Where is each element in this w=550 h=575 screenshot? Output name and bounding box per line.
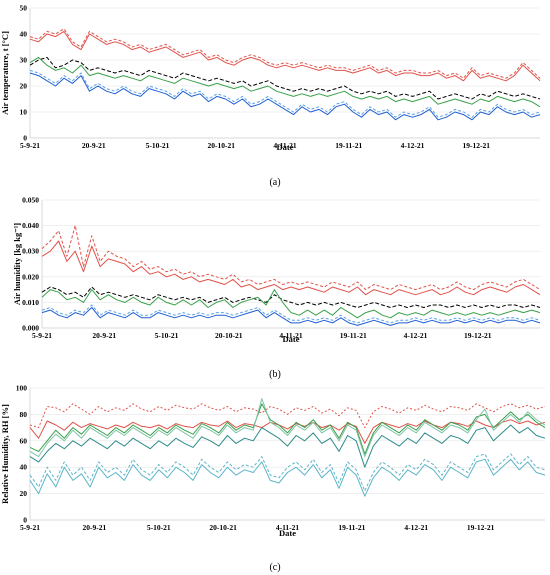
x-tick-label: 19-11-21 [335,141,362,150]
y-tick-label: 100 [16,384,28,393]
x-tick-label: 20-9-21 [92,331,116,340]
y-tick-label: 20 [20,82,28,91]
y-tick-label: 80 [20,410,28,419]
chart-panel-b: 0.000 0.010 0.020 0.030 0.040 0.050 5-9-21 20-9… [12,196,541,344]
x-tick-label: 4-11-21 [273,141,297,150]
x-tick-label: 19-11-21 [338,523,365,532]
panel-label-c: (c) [269,562,280,573]
series-line-1 [29,419,546,444]
y-tick-label: 0 [23,134,27,143]
x-tick-label: 5-9-21 [20,141,40,150]
x-tick-label: 20-10-21 [208,141,236,150]
x-tick-label: 5-10-21 [147,523,171,532]
y-tick-label: 20 [20,489,28,498]
y-tick-label: 10 [20,108,28,117]
panel-label-a: (a) [269,177,280,188]
chart-panel-a: 0 10 20 30 40 50 5-9-21 20-9-21 5-10-21 20-10-21 4… [0,4,541,152]
x-tick-label: 4-11-21 [279,331,303,340]
series-line-7 [29,453,546,492]
x-tick-label: 20-10-21 [209,523,237,532]
series-line-3 [41,286,541,308]
series-line-2 [29,403,546,429]
series-line-6 [41,304,541,324]
x-tick-label: 19-11-21 [340,331,367,340]
y-tick-label: 50 [20,4,28,13]
y-axis-label: Air temperature, t [°C] [0,31,10,115]
x-tick-label: 5-10-21 [155,331,179,340]
x-tick-label: 19-12-21 [464,331,492,340]
x-tick-label: 5-9-21 [20,523,40,532]
y-tick-label: 0.040 [22,221,39,230]
series-line-4 [29,56,541,108]
x-tick-label: 4-12-21 [404,523,428,532]
x-tick-label: 5-10-21 [146,141,170,150]
series-line-1 [29,30,541,82]
series-line-6 [29,69,541,118]
y-tick-label: 30 [20,56,28,65]
series-line-5 [29,424,546,468]
chart-panel-c: 0 20 40 60 80 100 5-9-21 20-9-21 5-10-21 20-10-21… [0,384,546,538]
y-tick-label: 0.020 [22,272,39,281]
series-line-5 [41,307,541,326]
x-tick-label: 4-12-21 [404,331,428,340]
y-tick-label: 0.000 [22,324,39,333]
y-tick-label: 0.010 [22,298,39,307]
series-line-1 [41,240,541,296]
y-tick-label: 0.030 [22,247,39,256]
x-axis-label: Date [277,142,294,152]
x-tick-label: 19-12-21 [467,523,495,532]
series-line-3 [29,56,541,100]
series-line-5 [29,72,541,121]
x-tick-label: 20-10-21 [215,331,243,340]
series-line-4 [41,289,541,319]
x-axis-label: Date [279,528,296,538]
series-line-4 [29,398,546,458]
y-tick-label: 40 [20,30,28,39]
x-tick-label: 20-9-21 [82,141,106,150]
panel-label-b: (b) [269,369,281,380]
y-tick-label: 40 [20,463,28,472]
y-axis-label: Relative Humidity, RH [%] [0,404,10,504]
y-tick-label: 0 [23,516,27,525]
x-axis-label: Date [283,334,300,344]
x-tick-label: 4-11-21 [276,523,300,532]
series-line-3 [29,403,546,455]
x-tick-label: 19-12-21 [463,141,491,150]
x-tick-label: 4-12-21 [401,141,425,150]
y-tick-label: 0.050 [22,196,39,205]
series-line-6 [29,458,546,497]
series-line-2 [29,28,541,79]
y-tick-label: 60 [20,436,28,445]
x-tick-label: 5-9-21 [32,331,52,340]
x-tick-label: 20-9-21 [83,523,107,532]
series-line-2 [41,225,541,291]
y-axis-label: Air humidity [kg kg⁻¹] [12,223,22,305]
